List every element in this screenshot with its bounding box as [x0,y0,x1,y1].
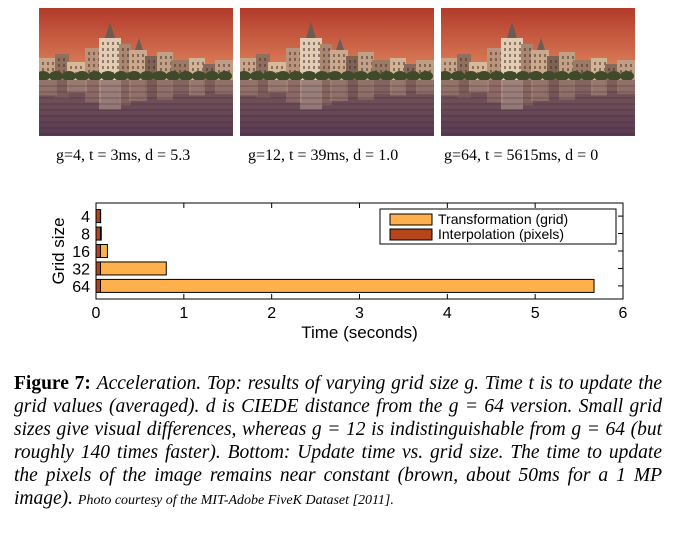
bar-interpolation-4 [95,209,101,224]
y-axis-label: Grid size [49,217,68,284]
photo-g4 [39,8,233,136]
bar-interpolation-64 [95,278,101,293]
y-tick-label: 32 [72,261,90,278]
photo-g12 [240,8,434,136]
photo-caption-g4: g=4, t = 3ms, d = 5.3 [56,147,191,164]
figure-credit: Photo courtesy of the MIT-Adobe FiveK Da… [77,493,394,508]
y-tick-label: 8 [81,227,90,244]
figure-text: Acceleration. Top: results of varying gr… [14,373,663,509]
x-tick-label: 5 [531,305,540,322]
bar-interpolation-16 [95,244,101,258]
y-tick-label: 16 [72,244,90,261]
figure-label: Figure 7: [14,373,91,394]
x-tick-label: 4 [443,305,452,322]
figure-caption: Figure 7: Acceleration. Top: results of … [14,372,662,512]
x-tick-label: 0 [92,305,101,322]
x-tick-label: 6 [619,305,628,322]
x-tick-label: 3 [355,305,364,322]
bar-transformation-32 [99,261,167,276]
bar-transformation-64 [99,278,595,293]
photo-caption-g12: g=12, t = 39ms, d = 1.0 [248,147,399,164]
x-axis-label: Time (seconds) [301,323,418,342]
y-tick-label: 4 [81,209,90,226]
bar-interpolation-32 [95,261,101,276]
legend-swatch [389,213,433,226]
legend-swatch [389,228,433,241]
photo-caption-g64: g=64, t = 5615ms, d = 0 [444,147,599,164]
x-tick-label: 2 [267,305,276,322]
legend-label: Transformation (grid) [438,211,568,227]
y-tick-label: 64 [72,279,90,296]
photo-g64 [441,8,635,136]
bar-interpolation-8 [95,226,101,241]
legend-label: Interpolation (pixels) [438,226,564,242]
x-tick-label: 1 [179,305,188,322]
bar-transformation-16 [99,244,108,258]
